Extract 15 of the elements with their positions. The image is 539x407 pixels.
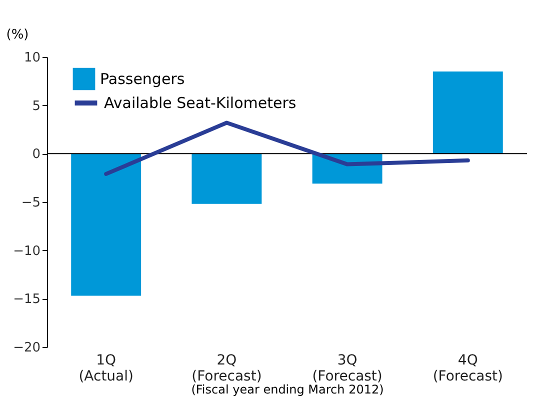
y-tick-label: 0 <box>32 147 40 162</box>
x-axis-title: (Fiscal year ending March 2012) <box>191 382 384 396</box>
y-tick-label: −10 <box>13 244 40 259</box>
legend-label: Available Seat-Kilometers <box>104 94 296 112</box>
x-tick-label: 1Q (Actual) <box>78 352 134 384</box>
x-tick-label: 3Q (Forecast) <box>312 352 382 384</box>
y-tick-label: −20 <box>13 340 40 356</box>
legend-label: Passengers <box>100 70 185 88</box>
y-tick-label: 5 <box>32 98 40 114</box>
x-tick-label: 4Q (Forecast) <box>432 352 503 384</box>
y-axis-title: (%) <box>6 28 29 42</box>
x-tick-label: 2Q (Forecast) <box>192 352 262 384</box>
y-tick-label: −15 <box>13 292 40 308</box>
y-tick-label: −5 <box>21 196 40 210</box>
y-tick-label: 10 <box>24 50 40 66</box>
